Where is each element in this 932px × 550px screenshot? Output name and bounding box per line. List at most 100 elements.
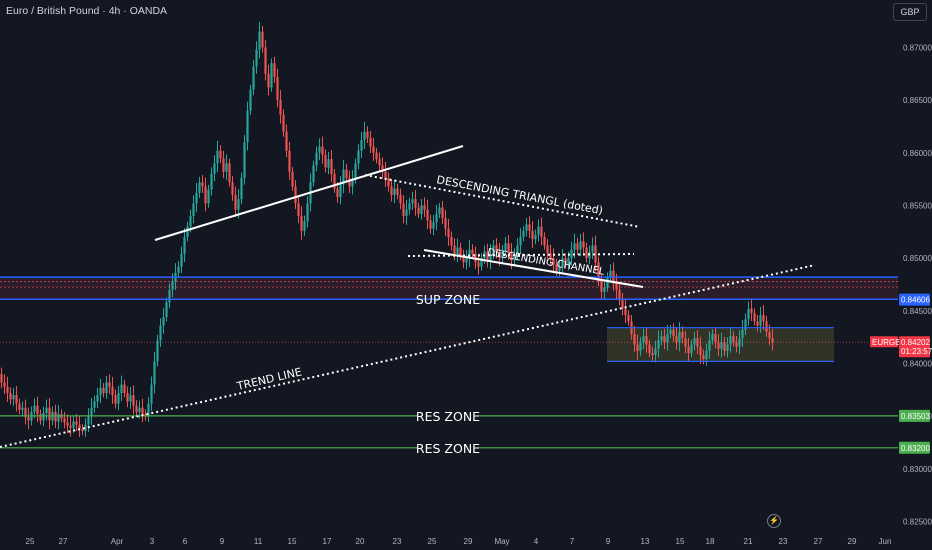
trend-line[interactable] <box>0 264 816 448</box>
candle-body <box>759 315 762 326</box>
candle-body <box>582 241 585 248</box>
candle-body <box>291 171 294 187</box>
candle-body <box>102 387 105 394</box>
candle-body <box>402 203 405 216</box>
candle-body <box>432 222 435 229</box>
time-axis[interactable]: 25 27 Apr 3 6 9 11 15 17 20 23 25 29 May 4 7 9 13 15 18 21 23… <box>26 537 892 546</box>
candle-body <box>393 188 396 195</box>
price-tick-label: 0.86500 <box>903 96 932 105</box>
candle-body <box>150 384 153 404</box>
candle-body <box>729 336 732 345</box>
time-tick-label: 13 <box>641 537 650 546</box>
candle-body <box>507 243 510 253</box>
candle-body <box>573 243 576 250</box>
candle-body <box>471 249 474 254</box>
candle-body <box>165 302 168 318</box>
candle-body <box>453 245 456 254</box>
candle-body <box>687 346 690 353</box>
symbol-title[interactable]: Euro / British Pound · 4h · OANDA <box>6 5 168 17</box>
candle-body <box>117 393 120 404</box>
price-tag-bg <box>899 409 930 422</box>
candle-body <box>468 249 471 259</box>
candle-body <box>96 395 99 402</box>
candle-body <box>684 338 687 347</box>
candle-body <box>387 178 390 187</box>
candle-body <box>369 138 372 147</box>
candle-body <box>261 31 264 48</box>
candle-body <box>585 247 588 259</box>
candle-body <box>348 178 351 187</box>
candle-body <box>516 245 519 254</box>
price-axis[interactable]: 0.87000 0.86500 0.86000 0.85500 0.85000 0.845… <box>903 43 932 526</box>
candle-body <box>45 407 48 414</box>
candle-body <box>270 63 273 88</box>
trend-line-label[interactable]: TREND LINE <box>235 365 303 393</box>
candle-body <box>576 243 579 250</box>
candle-body <box>672 329 675 337</box>
descending-triangle-label[interactable]: DESCENDING TRIANGL (doted) <box>435 173 604 217</box>
res-zone-2-label[interactable]: RES ZONE <box>416 441 480 456</box>
descending-channel-label[interactable]: DESCENDING CHANNEL <box>486 247 605 278</box>
time-tick-label: 29 <box>848 537 857 546</box>
candle-body <box>477 262 480 267</box>
symbol-tag-label: EURGBP <box>872 338 906 347</box>
price-tick-label: 0.82500 <box>903 518 932 527</box>
candle-body <box>237 199 240 210</box>
candle-body <box>123 384 126 394</box>
candle-body <box>528 224 531 231</box>
time-tick-label: 15 <box>288 537 297 546</box>
candle-body <box>285 131 288 151</box>
candle-body <box>486 251 489 261</box>
time-tick-label: 25 <box>26 537 35 546</box>
candle-body <box>333 173 336 189</box>
candle-body <box>723 342 726 351</box>
candle-body <box>21 407 24 410</box>
candle-body <box>717 342 720 349</box>
time-tick-label: 20 <box>356 537 365 546</box>
candle-body <box>450 237 453 246</box>
triangle-dotted-line[interactable] <box>364 174 641 228</box>
candle-body <box>705 350 708 360</box>
candle-body <box>90 407 93 417</box>
candle-body <box>459 247 462 257</box>
time-tick-label: 11 <box>254 537 263 546</box>
price-tick-label: 0.84000 <box>903 360 932 369</box>
sup-zone-label[interactable]: SUP ZONE <box>416 292 480 307</box>
candle-body <box>702 355 705 360</box>
candle-body <box>276 76 279 101</box>
candle-body <box>222 158 225 172</box>
price-tag-bg <box>899 441 930 454</box>
candle-body <box>282 114 285 132</box>
candle-body <box>363 131 366 141</box>
candle-body <box>465 258 468 263</box>
candle-body <box>546 245 549 253</box>
time-tick-label: 7 <box>570 537 575 546</box>
candle-body <box>660 336 663 341</box>
candle-body <box>411 199 414 204</box>
currency-button[interactable]: GBP <box>893 3 927 21</box>
candle-body <box>519 237 522 246</box>
candle-body <box>750 308 753 313</box>
candle-body <box>0 374 3 383</box>
candle-body <box>240 178 243 200</box>
candle-body <box>147 403 150 417</box>
triangle-upper-solid-line[interactable] <box>154 145 464 241</box>
candle-body <box>84 424 87 431</box>
candle-body <box>669 329 672 335</box>
candle-body <box>579 241 582 250</box>
candle-body <box>600 281 603 292</box>
candle-body <box>435 213 438 223</box>
candle-body <box>297 203 300 216</box>
candle-body <box>657 340 660 349</box>
candle-body <box>69 425 72 428</box>
time-tick-label: 27 <box>59 537 68 546</box>
candle-body <box>699 346 702 356</box>
price-tag-bg <box>899 293 930 306</box>
candle-body <box>195 192 198 204</box>
candle-body <box>609 270 612 278</box>
price-tick-label: 0.86000 <box>903 149 932 158</box>
channel-bottom-line[interactable] <box>423 249 644 288</box>
lightning-icon[interactable]: ⚡ <box>767 514 781 528</box>
res-zone-1-label[interactable]: RES ZONE <box>416 409 480 424</box>
